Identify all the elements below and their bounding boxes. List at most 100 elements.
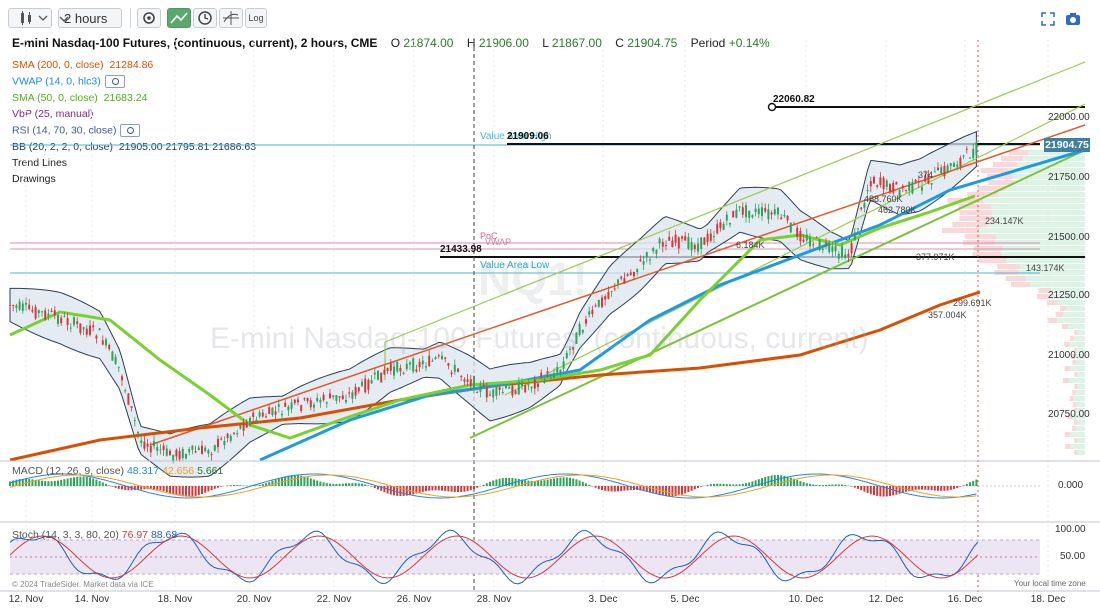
candle-body bbox=[441, 356, 443, 359]
candle-body bbox=[934, 172, 936, 173]
volume-profile-bar bbox=[1077, 372, 1085, 377]
macd-bar bbox=[511, 478, 513, 486]
macd-bar bbox=[361, 484, 363, 486]
candle-body bbox=[486, 387, 488, 397]
candle-body bbox=[627, 274, 629, 276]
candle-body bbox=[550, 378, 552, 379]
macd-bar bbox=[748, 482, 750, 486]
macd-bar bbox=[76, 477, 78, 486]
candle-body bbox=[243, 423, 245, 431]
candle-body bbox=[54, 310, 56, 315]
macd-bar bbox=[422, 486, 424, 492]
candle-body bbox=[777, 208, 779, 215]
macd-bar bbox=[227, 485, 229, 486]
candle-body bbox=[326, 402, 328, 403]
macd-bar bbox=[438, 486, 440, 490]
candle-body bbox=[543, 379, 545, 383]
macd-bar bbox=[543, 480, 545, 486]
macd-bar bbox=[111, 486, 113, 487]
macd-bar bbox=[937, 486, 939, 491]
macd-bar bbox=[182, 486, 184, 496]
volume-profile-bar bbox=[997, 264, 1020, 269]
macd-bar bbox=[473, 486, 475, 489]
candle-body bbox=[415, 369, 417, 371]
volume-profile-bar bbox=[1065, 432, 1070, 437]
candle-body bbox=[83, 327, 85, 329]
macd-bar bbox=[947, 486, 949, 490]
candle-body bbox=[758, 209, 760, 214]
candle-body bbox=[111, 352, 113, 361]
volume-profile-bar bbox=[1074, 420, 1077, 425]
candle-body bbox=[822, 249, 824, 250]
macd-legend[interactable]: MACD (12, 26, 9, close) 48.317 42.656 5.… bbox=[12, 465, 223, 477]
macd-bar bbox=[710, 484, 712, 486]
candle-body bbox=[300, 405, 302, 411]
candle-body bbox=[524, 385, 526, 392]
candle-body bbox=[335, 395, 337, 401]
candle-body bbox=[953, 163, 955, 167]
macd-bar bbox=[195, 486, 197, 496]
candle-body bbox=[294, 400, 296, 403]
macd-bar bbox=[428, 486, 430, 491]
macd-bar bbox=[940, 486, 942, 491]
candle-body bbox=[947, 166, 949, 172]
candle-body bbox=[419, 362, 421, 367]
macd-bar bbox=[828, 485, 830, 486]
candle-body bbox=[630, 272, 632, 275]
candle-body bbox=[41, 311, 43, 312]
candle-body bbox=[188, 449, 190, 452]
macd-bar bbox=[319, 482, 321, 486]
macd-bar bbox=[163, 486, 165, 491]
macd-bar bbox=[559, 478, 561, 486]
volume-profile-bar bbox=[1076, 426, 1085, 431]
macd-zero-tick: 0.000 bbox=[1058, 480, 1083, 491]
macd-bar bbox=[969, 482, 971, 486]
candle-body bbox=[249, 418, 251, 426]
macd-bar bbox=[204, 486, 206, 493]
candle-body bbox=[668, 237, 670, 241]
macd-bar bbox=[271, 481, 273, 486]
price-tick: 21500.00 bbox=[1048, 232, 1090, 243]
volume-profile-bar bbox=[1063, 378, 1069, 383]
candle-body bbox=[467, 379, 469, 381]
stoch-legend[interactable]: Stoch (14, 3, 3, 80, 20) 76.97 88.68 bbox=[12, 529, 177, 541]
candle-body bbox=[601, 297, 603, 307]
candle-body bbox=[636, 269, 638, 272]
macd-bar bbox=[518, 479, 520, 486]
macd-bar bbox=[89, 478, 91, 486]
candle-body bbox=[191, 446, 193, 450]
candle-body bbox=[230, 436, 232, 441]
candle-body bbox=[867, 190, 869, 191]
macd-bar bbox=[835, 484, 837, 486]
macd-bar bbox=[809, 484, 811, 486]
macd-bar bbox=[243, 485, 245, 486]
candle-body bbox=[428, 356, 430, 366]
volume-profile-bar bbox=[1062, 324, 1068, 329]
macd-bar bbox=[777, 475, 779, 486]
macd-bar bbox=[457, 486, 459, 492]
macd-bar bbox=[214, 486, 216, 489]
macd-bar bbox=[697, 486, 699, 488]
candle-body bbox=[678, 238, 680, 249]
macd-bar bbox=[742, 484, 744, 486]
candle-body bbox=[217, 439, 219, 447]
macd-bar bbox=[236, 485, 238, 486]
macd-bar bbox=[735, 484, 737, 486]
macd-bar bbox=[825, 485, 827, 486]
volume-profile-bar bbox=[1074, 336, 1085, 341]
candle-body bbox=[22, 304, 24, 311]
candle-body bbox=[127, 393, 129, 404]
macd-bar bbox=[870, 486, 872, 494]
macd-bar bbox=[441, 486, 443, 491]
candle-body bbox=[742, 207, 744, 214]
candle-body bbox=[921, 187, 923, 190]
x-tick: 20. Nov bbox=[237, 594, 271, 605]
macd-bar bbox=[12, 480, 14, 486]
volume-profile-bar bbox=[1057, 318, 1085, 323]
volume-profile-bar bbox=[1068, 324, 1085, 329]
volume-profile-bar bbox=[983, 198, 1085, 203]
macd-signal-value: 42.656 bbox=[162, 465, 194, 477]
macd-bar bbox=[927, 486, 929, 490]
candle-body bbox=[70, 328, 72, 329]
x-tick: 5. Dec bbox=[671, 594, 700, 605]
